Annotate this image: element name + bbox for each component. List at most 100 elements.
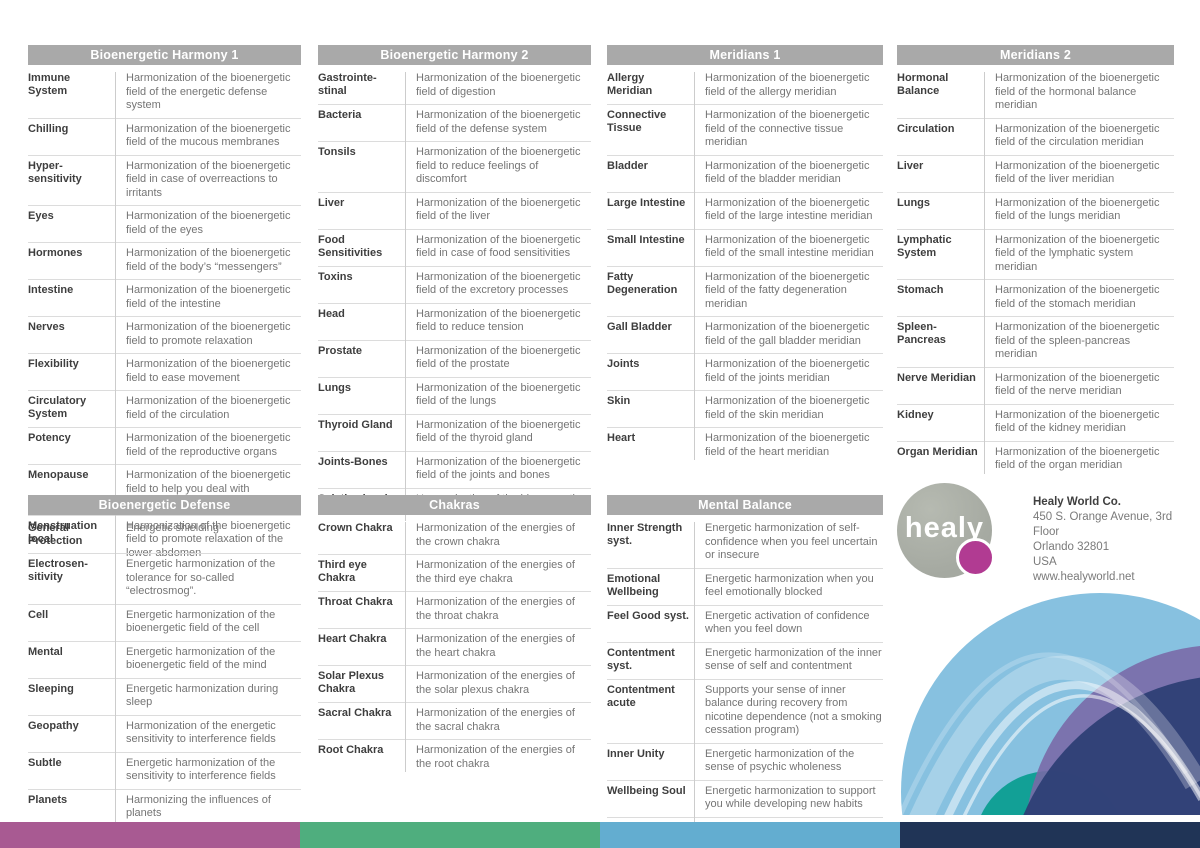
- table-row: Gall Bladder Harmonization of the bioener…: [607, 316, 883, 353]
- table-row: Solar Plexus Chakra Harmonization of the …: [318, 665, 591, 702]
- program-description: Harmonization of the bioenergetic field …: [705, 159, 870, 186]
- table-row: Heart Chakra Harmonization of the energie…: [318, 628, 591, 665]
- table-row: Root Chakra Harmonization of the energies…: [318, 739, 591, 776]
- program-term: Third eye Chakra: [318, 559, 367, 584]
- program-term: Hormonal Balance: [897, 72, 949, 97]
- table-row: Lymphatic System Harmonization of the bio…: [897, 228, 1174, 280]
- program-description: Harmonization of the bioenergetic field …: [705, 72, 870, 98]
- table-header: Meridians 1: [607, 45, 883, 65]
- table-row: Cell Energetic harmonization of the bioen…: [28, 603, 301, 641]
- table-bioenergetic-harmony-1: Bioenergetic Harmony 1 Immune System Harmo…: [28, 45, 301, 565]
- table-row: Fatty Degeneration Harmonization of the b…: [607, 265, 883, 317]
- table-row: Electrosen-sitivity Energetic harmonizati…: [28, 553, 301, 604]
- table-row: Hormonal Balance Harmonization of the bio…: [897, 68, 1174, 118]
- program-term: Gall Bladder: [607, 321, 672, 333]
- table-row: Stomach Harmonization of the bioenergetic…: [897, 279, 1174, 316]
- program-description: Harmonization of the bioenergetic field …: [416, 196, 581, 223]
- table-row: Throat Chakra Harmonization of the energi…: [318, 591, 591, 628]
- table-row: Liver Harmonization of the bioenergetic f…: [318, 191, 591, 229]
- program-term: Sleeping: [28, 682, 74, 695]
- program-description: Harmonization of the energetic sensitivi…: [126, 719, 276, 746]
- program-term: Sacral Chakra: [318, 707, 392, 719]
- table-row: Immune System Harmonization of the bioene…: [28, 68, 301, 118]
- table-header: Bioenergetic Defense: [28, 495, 301, 515]
- program-description: Harmonization of the bioenergetic field …: [705, 321, 870, 347]
- table-row: Gastrointe-stinal Harmonization of the bi…: [318, 68, 591, 104]
- program-description: Harmonization of the bioenergetic field …: [995, 72, 1160, 111]
- program-description: Harmonization of the bioenergetic field …: [416, 270, 581, 297]
- program-term: Allergy Meridian: [607, 72, 653, 97]
- program-description: Harmonization of the bioenergetic field …: [705, 233, 874, 260]
- program-description: Harmonization of the bioenergetic field …: [126, 432, 291, 458]
- table-row: Feel Good syst. Energetic activation of c…: [607, 604, 883, 642]
- footer-stripe-green: [300, 822, 600, 848]
- table-row: Hormones Harmonization of the bioenergeti…: [28, 242, 301, 279]
- program-term: Organ Meridian: [897, 445, 978, 458]
- table-row: Contentment acute Supports your sense of …: [607, 678, 883, 743]
- table-row: Circulatory System Harmonization of the b…: [28, 390, 301, 427]
- program-description: Harmonization of the bioenergetic field …: [705, 358, 870, 384]
- program-description: Harmonization of the bioenergetic field …: [705, 395, 870, 421]
- table-row: Emotional Wellbeing Energetic harmonizati…: [607, 567, 883, 605]
- program-term: Contentment syst.: [607, 646, 675, 672]
- table-row: Head Harmonization of the bioenergetic fi…: [318, 302, 591, 340]
- program-term: Electrosen-sitivity: [28, 558, 88, 583]
- table-row: Chilling Harmonization of the bioenergeti…: [28, 117, 301, 155]
- program-description: Harmonization of the bioenergetic field …: [416, 233, 581, 260]
- program-term: Circulatory System: [28, 395, 87, 420]
- program-description: Harmonization of the bioenergetic field …: [995, 122, 1160, 149]
- company-info: Healy World Co. 450 S. Orange Avenue, 3r…: [1033, 483, 1187, 585]
- table-chakras: Chakras Crown Chakra Harmonization of the …: [318, 495, 591, 776]
- table-bioenergetic-defense: Bioenergetic Defense General Protection En…: [28, 495, 301, 826]
- program-term: Solar Plexus Chakra: [318, 670, 385, 695]
- program-description: Harmonization of the bioenergetic field …: [416, 455, 581, 482]
- program-description: Harmonization of the bioenergetic field …: [416, 146, 581, 185]
- program-term: Connective Tissue: [607, 109, 667, 134]
- table-bioenergetic-harmony-2: Bioenergetic Harmony 2 Gastrointe-stinal H…: [318, 45, 591, 525]
- program-description: Harmonization of the bioenergetic field …: [126, 72, 291, 111]
- table-row: Lungs Harmonization of the bioenergetic f…: [318, 376, 591, 414]
- program-description: Harmonization of the bioenergetic field …: [705, 270, 870, 310]
- table-meridians-2: Meridians 2 Hormonal Balance Harmonization…: [897, 45, 1174, 478]
- footer-stripe-blue: [600, 822, 900, 848]
- table-row: Joints-Bones Harmonization of the bioener…: [318, 450, 591, 488]
- table-row: Third eye Chakra Harmonization of the ene…: [318, 554, 591, 591]
- program-description: Harmonization of the bioenergetic field …: [995, 159, 1160, 186]
- table-row: Kidney Harmonization of the bioenergetic …: [897, 403, 1174, 441]
- program-description: Harmonization of the bioenergetic field …: [995, 233, 1160, 273]
- table-row: Nerve Meridian Harmonization of the bioen…: [897, 366, 1174, 404]
- program-term: Feel Good syst.: [607, 609, 689, 622]
- program-term: Circulation: [897, 122, 955, 135]
- table-row: Skin Harmonization of the bioenergetic fi…: [607, 390, 883, 427]
- program-description: Energetic activation of confidence when …: [705, 609, 870, 636]
- program-term: Lungs: [318, 381, 351, 394]
- program-description: Harmonization of the energies of the roo…: [416, 744, 575, 770]
- table-row: Liver Harmonization of the bioenergetic f…: [897, 154, 1174, 192]
- program-term: Mental: [28, 645, 63, 658]
- table-row: Connective Tissue Harmonization of the bi…: [607, 104, 883, 155]
- program-description: Energetic harmonization of the tolerance…: [126, 558, 276, 597]
- program-term: Wellbeing Soul: [607, 784, 686, 797]
- table-body: Allergy Meridian Harmonization of the bio…: [607, 68, 883, 464]
- website-link[interactable]: www.healyworld.net: [1033, 571, 1135, 583]
- program-description: Harmonization of the energies of the sac…: [416, 707, 575, 733]
- table-row: Geopathy Harmonization of the energetic s…: [28, 714, 301, 752]
- table-mental-balance: Mental Balance Inner Strength syst. Energe…: [607, 495, 883, 848]
- table-row: Joints Harmonization of the bioenergetic …: [607, 353, 883, 390]
- healy-logo: healy: [897, 483, 995, 578]
- program-description: Energetic harmonization of the inner sen…: [705, 646, 882, 673]
- table-body: Gastrointe-stinal Harmonization of the bi…: [318, 68, 591, 525]
- program-term: Chilling: [28, 122, 69, 135]
- footer-stripe-purple: [0, 822, 300, 848]
- program-description: Harmonization of the bioenergetic field …: [995, 196, 1160, 223]
- program-description: Energetic harmonization during sleep: [126, 682, 279, 709]
- table-body: General Protection Energetic shielding Ele…: [28, 518, 301, 826]
- program-term: Contentment acute: [607, 683, 675, 709]
- program-term: Toxins: [318, 270, 353, 283]
- table-row: Bladder Harmonization of the bioenergetic…: [607, 154, 883, 192]
- program-term: Potency: [28, 432, 71, 444]
- program-term: Cell: [28, 608, 49, 621]
- table-row: Eyes Harmonization of the bioenergetic fi…: [28, 205, 301, 242]
- program-term: Root Chakra: [318, 744, 384, 756]
- company-address-line: 450 S. Orange Avenue, 3rd Floor: [1033, 511, 1173, 538]
